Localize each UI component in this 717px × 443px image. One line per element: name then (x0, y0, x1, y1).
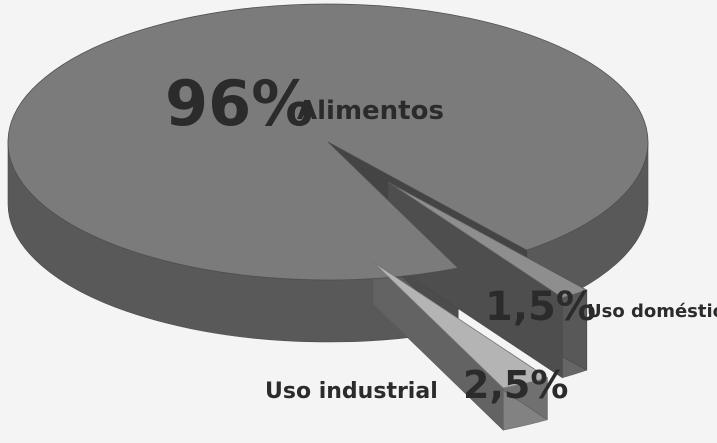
slice-label-alimentos: Alimentos (297, 96, 444, 126)
slice-label-uso-industrial: Uso industrial (265, 379, 438, 404)
slice-value-uso-domestico: 1,5% (485, 284, 596, 330)
pie-top-faces (7, 3, 649, 389)
slice-top-alimentos (7, 3, 649, 281)
slice-top-uso-industrial (372, 261, 549, 389)
slice-value-uso-industrial: 2,5% (463, 363, 568, 407)
slice-value-alimentos: 96% (165, 67, 313, 140)
slice-label-uso-domestico: Uso doméstico (587, 301, 717, 322)
slice-top-uso-domestico (387, 181, 588, 299)
